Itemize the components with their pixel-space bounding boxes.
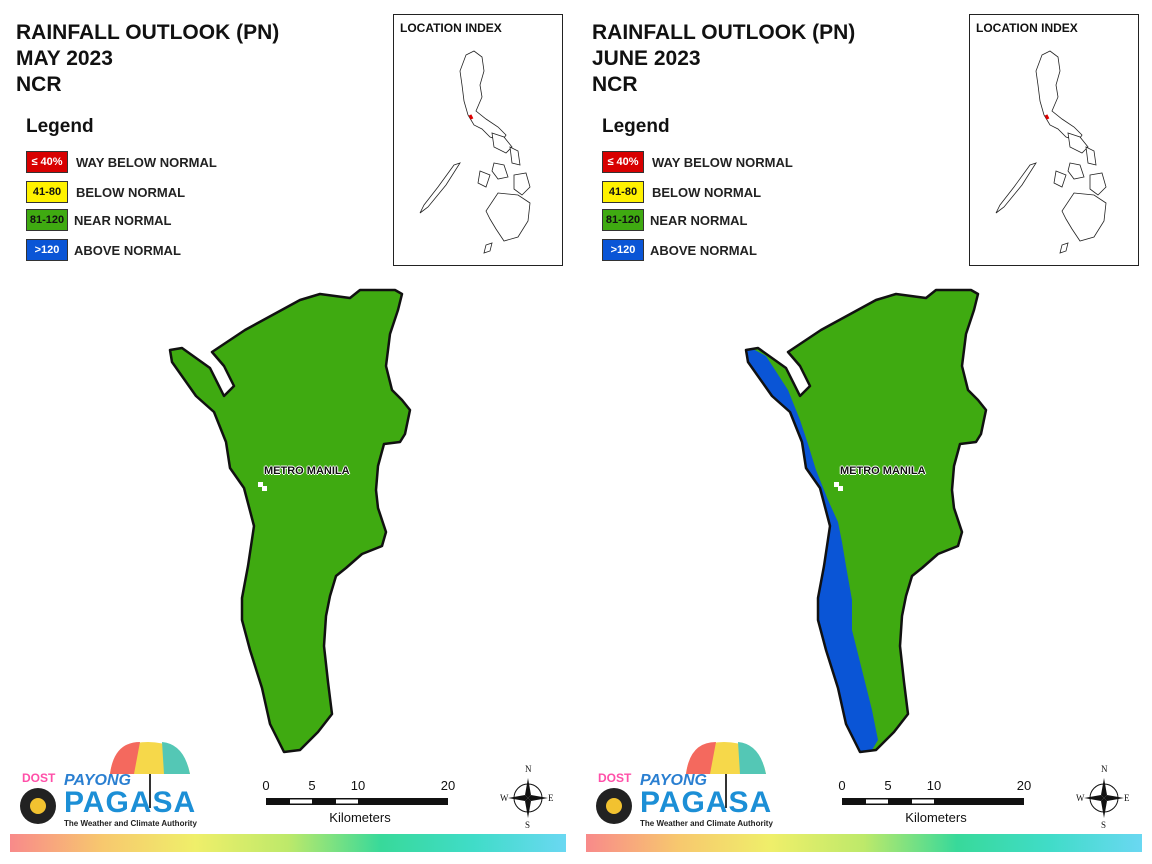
legend-item-way-below-normal: ≤ 40% WAY BELOW NORMAL [26, 150, 217, 174]
legend-swatch: 41-80 [26, 181, 68, 203]
legend-item-below-normal: 41-80 BELOW NORMAL [602, 180, 761, 204]
metro-manila-label: METRO MANILA [264, 465, 350, 477]
footer-gradient-bar [10, 834, 566, 852]
location-index-inset: LOCATION INDEX [969, 14, 1139, 266]
panel-june-2023: RAINFALL OUTLOOK (PN) JUNE 2023 NCR Lege… [576, 0, 1152, 864]
legend-item-near-normal: 81-120 NEAR NORMAL [26, 208, 172, 232]
umbrella-icon [20, 742, 190, 824]
legend-item-above-normal: >120 ABOVE NORMAL [26, 238, 181, 262]
location-index-inset: LOCATION INDEX [393, 14, 563, 266]
legend-title: Legend [26, 116, 94, 137]
legend-swatch: >120 [602, 239, 644, 261]
ncr-rainfall-map [168, 288, 412, 754]
pagasa-logo: DOST PAYONG PAGASA The Weather and Clima… [14, 738, 204, 834]
legend-item-way-below-normal: ≤ 40% WAY BELOW NORMAL [602, 150, 793, 174]
legend-item-above-normal: >120 ABOVE NORMAL [602, 238, 757, 262]
legend-swatch: 81-120 [602, 209, 644, 231]
scale-bar: 0 5 10 20 Kilometers [838, 778, 1032, 825]
philippines-inset-map [995, 50, 1107, 254]
philippines-inset-map [419, 50, 531, 254]
compass-rose-icon: N S E W [500, 764, 554, 830]
metro-manila-marker [258, 482, 263, 487]
panel-may-2023: RAINFALL OUTLOOK (PN) MAY 2023 NCR Legen… [10, 14, 566, 852]
ncr-rainfall-map [744, 288, 988, 754]
umbrella-icon [596, 742, 766, 824]
map-title: RAINFALL OUTLOOK (PN) JUNE 2023 NCR [592, 21, 856, 96]
legend-item-near-normal: 81-120 NEAR NORMAL [602, 208, 748, 232]
scale-bar: 0 5 10 20 Kilometers [262, 778, 456, 825]
legend-swatch: ≤ 40% [26, 151, 68, 173]
legend-title: Legend [602, 116, 670, 137]
footer-gradient-bar [586, 834, 1142, 852]
legend-swatch: 81-120 [26, 209, 68, 231]
metro-manila-marker [834, 482, 839, 487]
metro-manila-label: METRO MANILA [840, 465, 926, 477]
legend-item-below-normal: 41-80 BELOW NORMAL [26, 180, 185, 204]
legend-swatch: 41-80 [602, 181, 644, 203]
map-title: RAINFALL OUTLOOK (PN) MAY 2023 NCR [16, 21, 280, 96]
legend-swatch: >120 [26, 239, 68, 261]
ncr-region-near-normal [168, 288, 412, 754]
pagasa-logo: DOST PAYONG PAGASA The Weather and Clima… [590, 738, 780, 834]
compass-rose-icon: N S E W [1076, 764, 1130, 830]
legend-swatch: ≤ 40% [602, 151, 644, 173]
